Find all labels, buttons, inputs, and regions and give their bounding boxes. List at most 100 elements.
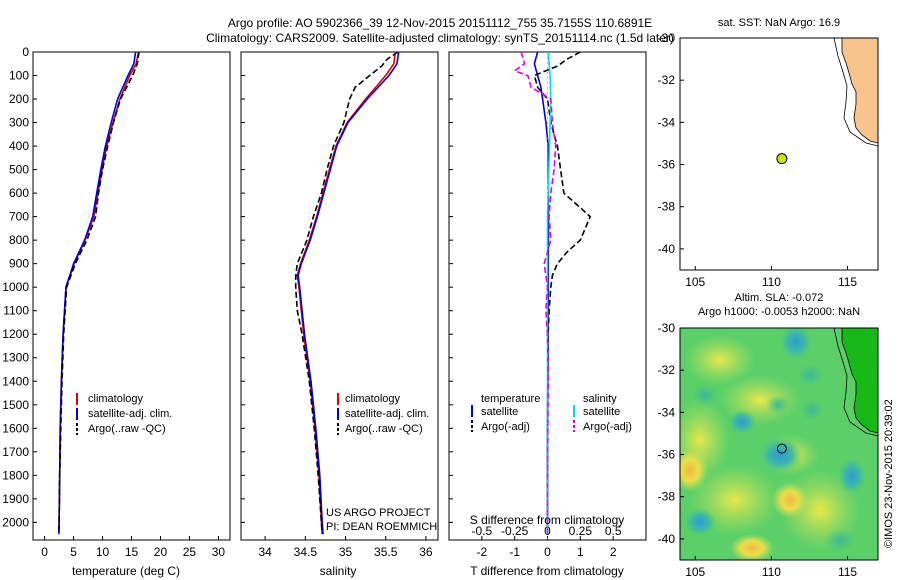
salinity-lines [294,52,400,535]
temperature-axes-frame [32,51,231,541]
x-tick-label: 34.5 [294,545,318,559]
depth-tick-label: 2000 [2,515,29,529]
pi-annotation: PI: DEAN ROEMMICH [326,521,437,533]
x-tick-label: 2 [610,545,617,559]
project-annotation: US ARGO PROJECT [326,507,431,519]
map-y-tick-label: -32 [658,73,676,87]
series-line-salinity-argo-adj- [512,52,557,535]
series-line-climatology [58,52,140,535]
title-line-1: Argo profile: AO 5902366_39 12-Nov-2015 … [228,16,652,30]
depth-tick-label: 1800 [2,468,29,482]
series-line-satellite-adj-clim- [58,52,137,535]
sla-map-ticks: 105 110 115 -30 -32 -34 -36 -38 -40 [658,321,858,579]
map-y-tick-label: -38 [658,490,676,504]
series-line-satellite-adj-clim- [297,52,400,535]
legend-title-salinity: salinity [583,393,617,405]
x-tick-label: 20 [154,545,168,559]
difference-x-axis: -2 -1 0 1 2-0.5 -0.25 0 0.25 0.5 [471,524,621,559]
map-x-tick-label: 115 [838,275,857,289]
map-x-tick-label: 105 [685,565,705,579]
temperature-xlabel: temperature (deg C) [72,564,180,578]
map-y-tick-label: -30 [658,321,676,335]
sst-map-panel: sat. SST: NaN Argo: 16.9 105 110 115 -30 -32… [658,17,879,289]
x-tick-label: -1 [509,545,520,559]
series-line-argo-raw-qc- [58,52,140,535]
map-y-tick-label: -40 [658,532,676,546]
map-x-tick-label: 115 [838,565,857,579]
x-tick-label: 30 [212,545,226,559]
australia-landmass [841,328,878,434]
legend-label-temp-argo: Argo(-adj) [481,421,530,433]
shelf-contour [833,328,878,437]
depth-tick-label: 100 [9,69,29,83]
difference-xlabel-top: S difference from climatology [470,513,625,527]
depth-tick-label: 1900 [2,492,29,506]
legend-label-climatology: climatology [345,393,401,405]
title-line-2: Climatology: CARS2009. Satellite-adjuste… [206,31,674,45]
depth-tick-label: 900 [9,257,29,271]
temperature-lines [58,52,140,535]
series-line-salinity-satellite [546,52,552,535]
salinity-panel: 34 34.5 35 35.5 36 salinity climatology sate… [240,51,439,578]
x-tick-label: 1 [577,545,584,559]
depth-tick-label: 800 [9,233,29,247]
depth-tick-label: 1600 [2,421,29,435]
legend-label-temp-satellite: satellite [481,406,518,418]
argo-float-marker [776,443,787,454]
difference-panel: -2 -1 0 1 2-0.5 -0.25 0 0.25 0.5 T difference fr… [448,51,647,578]
salinity-xlabel: salinity [320,564,357,578]
map-x-tick-label: 110 [762,565,781,579]
legend-label-satellite: satellite-adj. clim. [345,408,429,420]
depth-tick-label: 0 [22,45,29,59]
top-x-tick-label: 0.25 [569,524,593,538]
x-tick-label: 5 [70,545,77,559]
shelf-contour [833,38,878,147]
legend-label-sal-satellite: satellite [583,406,620,418]
sst-map-title: sat. SST: NaN Argo: 16.9 [718,17,840,29]
map-y-tick-label: -36 [658,158,676,172]
legend-label-climatology: climatology [88,393,144,405]
legend-label-satellite: satellite-adj. clim. [88,408,172,420]
sst-map-frame [679,37,879,271]
map-y-tick-label: -30 [658,31,676,45]
copyright-label: ©IMOS 23-Nov-2015 20:39:02 [883,399,895,548]
difference-y-ticks [449,51,453,523]
x-tick-label: 34 [258,545,272,559]
x-tick-label: 10 [96,545,110,559]
difference-lines [512,52,592,540]
legend-label-argo: Argo(..raw -QC) [345,423,423,435]
sla-heatmap [680,328,878,560]
legend-label-sal-argo: Argo(-adj) [583,421,632,433]
sst-map-ticks: 105 110 115 -30 -32 -34 -36 -38 -40 [658,31,858,289]
depth-tick-label: 400 [9,139,29,153]
sst-map-points [776,153,788,165]
map-y-tick-label: -32 [658,363,676,377]
map-x-tick-label: 110 [762,275,781,289]
salinity-legend: climatology satellite-adj. clim. Argo(..… [337,393,429,435]
difference-legend: temperature salinity satellite Argo(-adj… [471,393,632,433]
x-tick-label: 0 [544,545,551,559]
depth-tick-label: 300 [9,116,29,130]
depth-tick-label: 1100 [3,304,29,318]
x-tick-label: 0 [41,545,48,559]
map-y-tick-label: -34 [658,115,676,129]
depth-tick-label: 1400 [2,374,29,388]
australia-coastline [841,38,878,144]
x-tick-label: 36 [419,545,433,559]
series-line-argo-raw-qc- [294,52,399,535]
sla-map-points [776,443,787,454]
x-tick-label: 35 [339,545,353,559]
map-y-tick-label: -38 [658,200,676,214]
map-y-tick-label: -40 [658,242,676,256]
temperature-panel: 0100200300400500600700800900100011001200… [2,45,231,578]
depth-tick-label: 1300 [2,351,29,365]
depth-tick-label: 600 [9,186,29,200]
sla-map-frame [679,327,879,561]
legend-title-temperature: temperature [481,393,540,405]
series-line-temperature-argo-adj- [533,52,592,535]
depth-tick-label: 1500 [2,398,29,412]
temperature-legend: climatology satellite-adj. clim. Argo(..… [76,393,172,435]
top-x-tick-label: -0.5 [471,524,492,538]
depth-axis: 0 100 200 300 400 500 600 700 800 900 1000 1100 1200… [2,45,37,529]
